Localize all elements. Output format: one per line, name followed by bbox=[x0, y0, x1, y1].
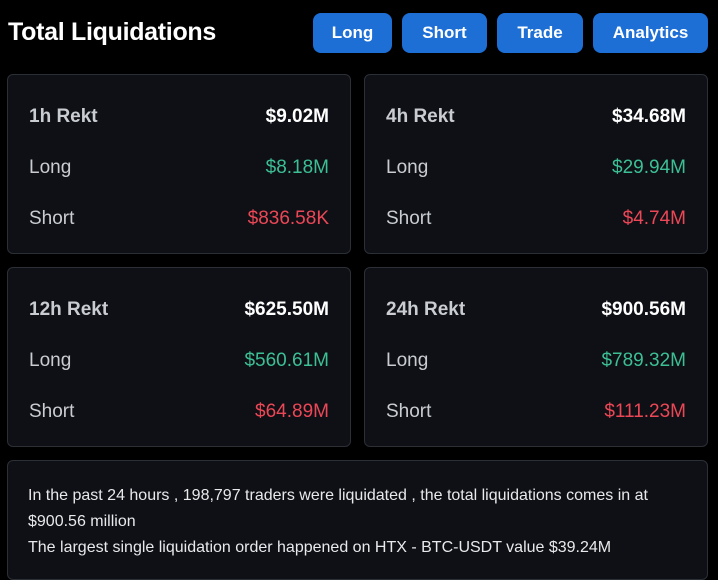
short-row: Short $111.23M bbox=[386, 401, 686, 423]
rekt-card-4h: 4h Rekt $34.68M Long $29.94M Short $4.74… bbox=[364, 74, 708, 254]
long-row: Long $29.94M bbox=[386, 157, 686, 179]
tab-analytics[interactable]: Analytics bbox=[593, 13, 708, 53]
rekt-card-12h: 12h Rekt $625.50M Long $560.61M Short $6… bbox=[7, 267, 351, 447]
rekt-period-label: 12h Rekt bbox=[29, 299, 109, 320]
short-row: Short $4.74M bbox=[386, 208, 686, 230]
long-row: Long $8.18M bbox=[29, 157, 329, 179]
tab-bar: Long Short Trade Analytics bbox=[313, 13, 708, 53]
long-value: $789.32M bbox=[601, 350, 686, 371]
rekt-total-row: 24h Rekt $900.56M bbox=[386, 299, 686, 321]
long-value: $8.18M bbox=[265, 157, 329, 178]
long-value: $29.94M bbox=[612, 157, 686, 178]
rekt-total-value: $900.56M bbox=[601, 299, 686, 320]
rekt-period-label: 4h Rekt bbox=[386, 106, 455, 127]
short-label: Short bbox=[29, 208, 75, 229]
long-row: Long $560.61M bbox=[29, 350, 329, 372]
long-value: $560.61M bbox=[244, 350, 329, 371]
short-value: $4.74M bbox=[622, 208, 686, 229]
rekt-period-label: 1h Rekt bbox=[29, 106, 98, 127]
rekt-card-24h: 24h Rekt $900.56M Long $789.32M Short $1… bbox=[364, 267, 708, 447]
long-label: Long bbox=[29, 157, 72, 178]
rekt-total-value: $625.50M bbox=[244, 299, 329, 320]
tab-short[interactable]: Short bbox=[402, 13, 487, 53]
rekt-total-row: 1h Rekt $9.02M bbox=[29, 106, 329, 128]
short-label: Short bbox=[386, 401, 432, 422]
short-row: Short $64.89M bbox=[29, 401, 329, 423]
summary-line-largest-order: The largest single liquidation order hap… bbox=[28, 539, 612, 556]
long-label: Long bbox=[29, 350, 72, 371]
tab-trade[interactable]: Trade bbox=[497, 13, 583, 53]
rekt-period-label: 24h Rekt bbox=[386, 299, 466, 320]
short-value: $64.89M bbox=[255, 401, 329, 422]
rekt-total-value: $34.68M bbox=[612, 106, 686, 127]
liquidation-summary: In the past 24 hours , 198,797 traders w… bbox=[7, 460, 708, 580]
long-label: Long bbox=[386, 350, 429, 371]
rekt-total-value: $9.02M bbox=[265, 106, 329, 127]
short-value: $836.58K bbox=[247, 208, 329, 229]
page-title: Total Liquidations bbox=[8, 18, 217, 46]
rekt-total-row: 4h Rekt $34.68M bbox=[386, 106, 686, 128]
summary-line-total: In the past 24 hours , 198,797 traders w… bbox=[28, 487, 648, 530]
short-row: Short $836.58K bbox=[29, 208, 329, 230]
tab-long[interactable]: Long bbox=[313, 13, 392, 53]
short-label: Short bbox=[386, 208, 432, 229]
rekt-card-1h: 1h Rekt $9.02M Long $8.18M Short $836.58… bbox=[7, 74, 351, 254]
short-label: Short bbox=[29, 401, 75, 422]
long-label: Long bbox=[386, 157, 429, 178]
rekt-total-row: 12h Rekt $625.50M bbox=[29, 299, 329, 321]
header: Total Liquidations Long Short Trade Anal… bbox=[0, 0, 718, 66]
short-value: $111.23M bbox=[604, 401, 686, 422]
long-row: Long $789.32M bbox=[386, 350, 686, 372]
